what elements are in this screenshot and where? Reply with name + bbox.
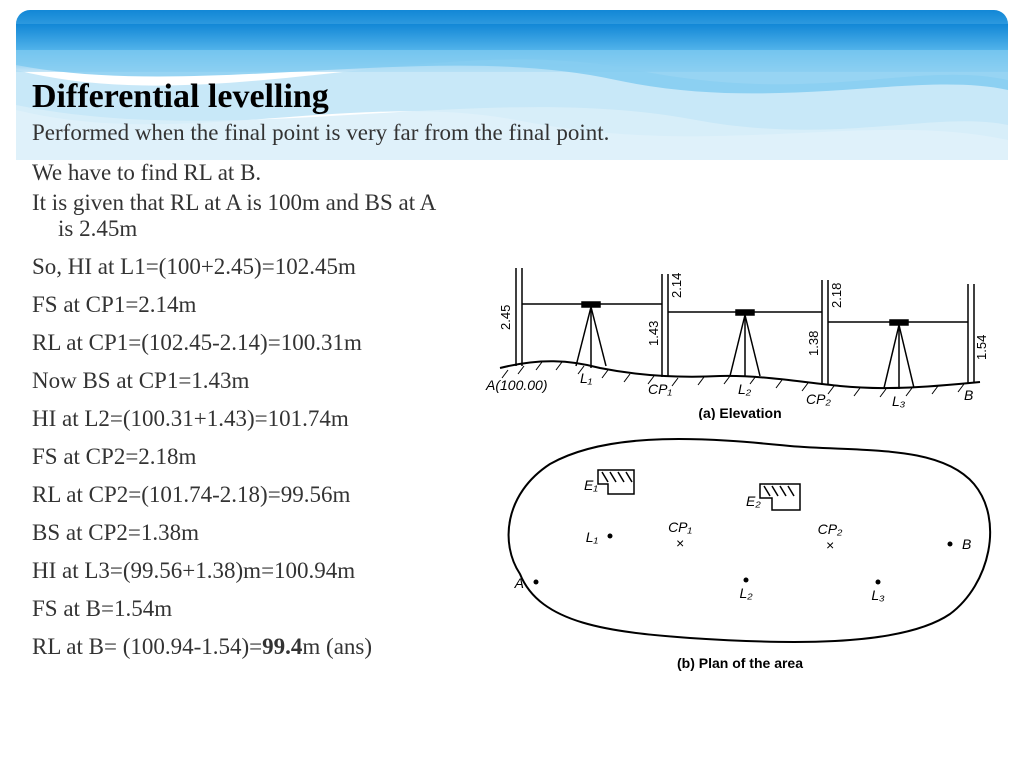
elevation-diagram: 2.45 1.43 2.14 1.38 2.18 1.54 A(100.00) … <box>480 250 1000 420</box>
calc-step: FS at CP1=2.14m <box>32 292 492 318</box>
calc-step: HI at L2=(100.31+1.43)=101.74m <box>32 406 492 432</box>
svg-text:×: × <box>676 535 684 551</box>
svg-text:1.43: 1.43 <box>646 321 661 346</box>
svg-text:L₁: L₁ <box>580 370 593 386</box>
diagram-column: 2.45 1.43 2.14 1.38 2.18 1.54 A(100.00) … <box>480 250 1000 674</box>
slide-subtitle: Performed when the final point is very f… <box>32 120 992 146</box>
svg-text:L₂: L₂ <box>738 381 752 397</box>
final-bold: 99.4 <box>262 634 302 659</box>
plan-diagram: A L₁ CP₁ × L₂ CP₂ × L₃ B E₁ E₂ (b) Plan … <box>480 424 1000 674</box>
slide-title: Differential levelling <box>32 78 992 116</box>
calc-step: So, HI at L1=(100+2.45)=102.45m <box>32 254 492 280</box>
elevation-caption: (a) Elevation <box>698 405 781 420</box>
svg-text:×: × <box>826 537 834 553</box>
svg-text:L₁: L₁ <box>586 529 599 545</box>
calc-step: FS at CP2=2.18m <box>32 444 492 470</box>
calc-step: FS at B=1.54m <box>32 596 492 622</box>
svg-text:2.45: 2.45 <box>498 305 513 330</box>
given-line-1: It is given that RL at A is 100m and BS … <box>32 190 436 215</box>
svg-text:L₂: L₂ <box>739 585 753 601</box>
calc-step: RL at CP1=(102.45-2.14)=100.31m <box>32 330 492 356</box>
final-answer: RL at B= (100.94-1.54)=99.4m (ans) <box>32 634 492 660</box>
svg-text:E₁: E₁ <box>584 477 598 493</box>
svg-text:CP₁: CP₁ <box>668 519 692 535</box>
given-line-2: is 2.45m <box>32 216 492 242</box>
svg-text:CP₂: CP₂ <box>806 391 831 407</box>
plan-caption: (b) Plan of the area <box>677 655 803 671</box>
svg-text:L₃: L₃ <box>871 587 885 603</box>
final-suffix: m (ans) <box>302 634 372 659</box>
svg-text:2.14: 2.14 <box>669 273 684 298</box>
svg-text:L₃: L₃ <box>892 393 906 409</box>
given-text: It is given that RL at A is 100m and BS … <box>32 190 492 242</box>
calc-step: Now BS at CP1=1.43m <box>32 368 492 394</box>
svg-text:2.18: 2.18 <box>829 283 844 308</box>
svg-text:A(100.00): A(100.00) <box>485 377 547 393</box>
svg-text:B: B <box>964 387 973 403</box>
svg-text:1.54: 1.54 <box>974 335 989 360</box>
svg-text:B: B <box>962 536 971 552</box>
calc-step: RL at CP2=(101.74-2.18)=99.56m <box>32 482 492 508</box>
svg-text:A: A <box>514 575 524 591</box>
svg-text:CP₁: CP₁ <box>648 381 672 397</box>
calc-step: HI at L3=(99.56+1.38)m=100.94m <box>32 558 492 584</box>
svg-text:1.38: 1.38 <box>806 331 821 356</box>
svg-text:E₂: E₂ <box>746 493 761 509</box>
svg-text:CP₂: CP₂ <box>818 521 843 537</box>
calculation-column: It is given that RL at A is 100m and BS … <box>32 190 492 660</box>
final-prefix: RL at B= (100.94-1.54)= <box>32 634 262 659</box>
find-line: We have to find RL at B. <box>32 160 992 186</box>
calc-step: BS at CP2=1.38m <box>32 520 492 546</box>
